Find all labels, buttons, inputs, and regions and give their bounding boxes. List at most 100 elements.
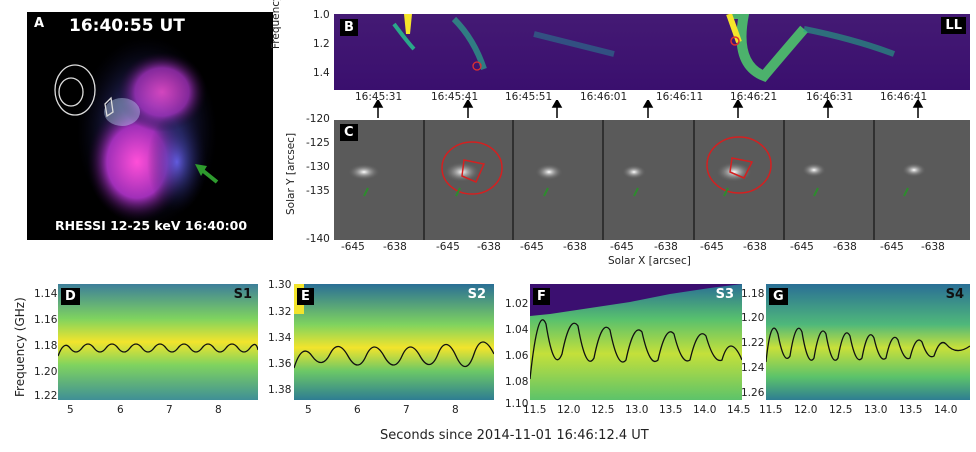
panel-d-spectrogram (58, 284, 258, 400)
panel-c-xtick: -645 (520, 241, 544, 253)
panel-g-fit (766, 327, 970, 363)
time-arrows (372, 100, 924, 118)
panel-c-xtick: -645 (880, 241, 904, 253)
panel-f: F S3 (530, 284, 742, 400)
panel-f-xtick: 12.5 (591, 404, 615, 416)
panel-g-xtick: 12.5 (829, 404, 853, 416)
bottom-ylabel: Frequency (GHz) (13, 297, 27, 397)
panel-g-spectrogram (766, 284, 970, 400)
panel-b: B LL (334, 14, 970, 90)
panel-c-ytick: -120 (306, 113, 330, 125)
panel-c-ytick: -140 (306, 233, 330, 245)
panel-g-ytick: 1.24 (741, 362, 765, 374)
panel-d-xtick: 5 (67, 404, 74, 416)
panel-f-xtick: 14.0 (693, 404, 717, 416)
panel-b-label: B (340, 19, 358, 36)
bottom-xlabel: Seconds since 2014-11-01 16:46:12.4 UT (380, 428, 649, 443)
panel-e-ytick: 1.32 (268, 306, 292, 318)
panel-f-xtick: 14.5 (727, 404, 751, 416)
panel-e-xtick: 7 (403, 404, 410, 416)
time-label: 16:46:01 (580, 91, 628, 103)
panel-b-spectrogram (334, 14, 970, 90)
panel-d-xtick: 8 (215, 404, 222, 416)
panel-c-label: C (340, 124, 358, 141)
panel-g-ytick: 1.26 (741, 387, 765, 399)
panel-g-xtick: 13.5 (899, 404, 923, 416)
panel-c-xtick: -638 (383, 241, 407, 253)
panel-e-spectrogram (294, 284, 494, 400)
time-label: 16:46:21 (730, 91, 778, 103)
panel-f-xtick: 13.5 (659, 404, 683, 416)
panel-d-ytick: 1.14 (34, 288, 58, 300)
panel-g-ytick: 1.22 (741, 337, 765, 349)
panel-e-label: E (297, 288, 314, 305)
panel-b-ytick: 1.2 (313, 38, 330, 50)
panel-c-xtick: -638 (833, 241, 857, 253)
panel-d-ytick: 1.20 (34, 366, 58, 378)
time-label: 16:46:31 (806, 91, 854, 103)
panel-f-ytick: 1.10 (505, 398, 529, 410)
panel-b-ytick: 1.4 (313, 67, 330, 79)
time-label: 16:45:31 (355, 91, 403, 103)
panel-d-fit (58, 343, 258, 357)
panel-b-ytick: 1.0 (313, 9, 330, 21)
panel-f-ytick: 1.06 (505, 350, 529, 362)
panel-e: E S2 (294, 284, 494, 400)
panel-d-label: D (61, 288, 80, 305)
panel-a-label: A (34, 16, 45, 31)
panel-e-ytick: 1.30 (268, 279, 292, 291)
panel-d-xtick: 6 (117, 404, 124, 416)
panel-c-xtick: -638 (563, 241, 587, 253)
panel-d-ytick: 1.22 (34, 390, 58, 402)
panel-e-xtick: 5 (305, 404, 312, 416)
panel-c-xtick: -645 (700, 241, 724, 253)
panel-e-xtick: 8 (452, 404, 459, 416)
panel-c-ytick: -135 (306, 185, 330, 197)
panel-c-ytick: -125 (306, 137, 330, 149)
time-label: 16:46:11 (656, 91, 704, 103)
panel-f-ytick: 1.02 (505, 298, 529, 310)
panel-c: C (334, 120, 970, 240)
panel-c-xtick: -638 (743, 241, 767, 253)
panel-f-spectrogram (530, 284, 742, 400)
panel-g-xtick: 14.0 (934, 404, 958, 416)
panel-c-ylabel: Solar Y [arcsec] (285, 132, 297, 215)
panel-d-name: S1 (233, 287, 252, 302)
panel-g-ytick: 1.20 (741, 312, 765, 324)
panel-g-ytick: 1.18 (741, 288, 765, 300)
panel-e-name: S2 (467, 287, 486, 302)
panel-d-ytick: 1.16 (34, 314, 58, 326)
panel-f-fit (530, 319, 742, 380)
panel-d-ytick: 1.18 (34, 340, 58, 352)
panel-c-xtick: -645 (790, 241, 814, 253)
panel-d-xtick: 7 (166, 404, 173, 416)
time-label: 16:46:41 (880, 91, 928, 103)
panel-f-xtick: 13.0 (625, 404, 649, 416)
panel-c-xtick: -638 (654, 241, 678, 253)
panel-e-xtick: 6 (354, 404, 361, 416)
panel-c-xtick: -638 (921, 241, 945, 253)
time-label: 16:45:41 (431, 91, 479, 103)
panel-e-ytick: 1.38 (268, 384, 292, 396)
panel-c-ytick: -130 (306, 161, 330, 173)
panel-g-xtick: 13.0 (864, 404, 888, 416)
panel-a-caption: RHESSI 12-25 keV 16:40:00 (55, 218, 248, 233)
panel-g-name: S4 (945, 287, 964, 302)
panel-g: G S4 (766, 284, 970, 400)
panel-f-xtick: 12.0 (557, 404, 581, 416)
panel-e-ytick: 1.34 (268, 332, 292, 344)
panel-f-label: F (533, 288, 550, 305)
panel-c-xlabel: Solar X [arcsec] (608, 255, 691, 267)
panel-a-image (54, 37, 219, 227)
panel-b-pol: LL (941, 17, 966, 34)
panel-c-xtick: -645 (436, 241, 460, 253)
panel-c-xtick: -645 (610, 241, 634, 253)
panel-f-ytick: 1.04 (505, 324, 529, 336)
panel-g-xtick: 11.5 (759, 404, 783, 416)
panel-e-ytick: 1.36 (268, 358, 292, 370)
panel-f-ytick: 1.08 (505, 376, 529, 388)
panel-d: D S1 (58, 284, 258, 400)
panel-b-ylabel: Frequency [GHz] (270, 0, 282, 49)
panel-f-name: S3 (715, 287, 734, 302)
panel-g-label: G (769, 288, 788, 305)
